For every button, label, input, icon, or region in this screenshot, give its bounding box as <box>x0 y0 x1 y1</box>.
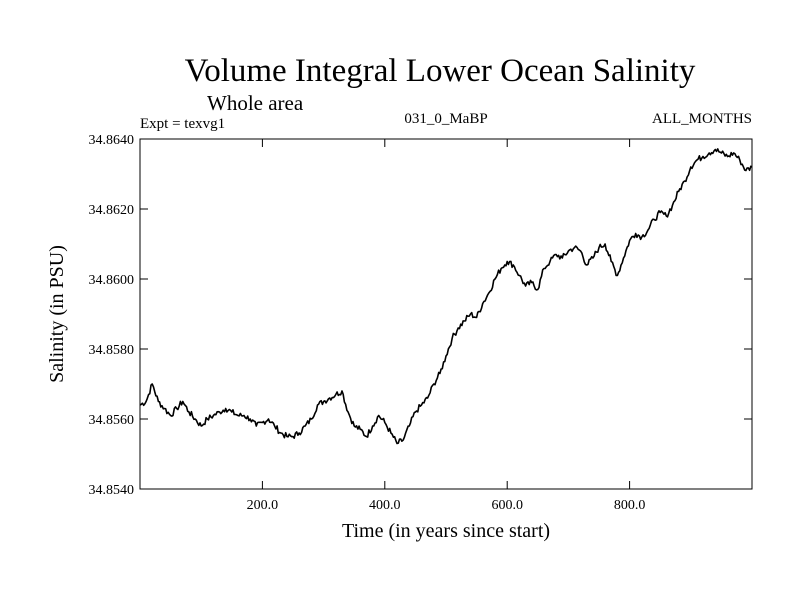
x-tick-label: 200.0 <box>247 498 279 513</box>
x-axis-label: Time (in years since start) <box>342 520 550 542</box>
y-tick-label: 34.8600 <box>89 273 135 288</box>
y-axis-label: Salinity (in PSU) <box>46 245 68 383</box>
y-tick-label: 34.8620 <box>89 203 135 218</box>
months-label: ALL_MONTHS <box>652 111 752 127</box>
y-axis-ticks: 34.8540 34.8560 34.8580 34.8600 34.8620 34.86… <box>89 133 752 498</box>
x-axis-ticks: 200.0 400.0 600.0 800.0 <box>247 139 646 513</box>
y-tick-label: 34.8580 <box>89 343 135 358</box>
y-tick-label: 34.8640 <box>89 133 135 148</box>
x-tick-label: 800.0 <box>614 498 646 513</box>
chart-title: Volume Integral Lower Ocean Salinity <box>185 53 696 89</box>
y-tick-label: 34.8540 <box>89 483 135 498</box>
plot-frame <box>139 138 753 490</box>
chart-subtitle: Whole area <box>207 91 304 115</box>
run-label: 031_0_MaBP <box>404 111 487 127</box>
experiment-label: Expt = texvg1 <box>140 116 225 132</box>
y-tick-label: 34.8560 <box>89 413 135 428</box>
salinity-series-line <box>139 148 753 445</box>
x-tick-label: 400.0 <box>369 498 401 513</box>
x-tick-label: 600.0 <box>491 498 523 513</box>
